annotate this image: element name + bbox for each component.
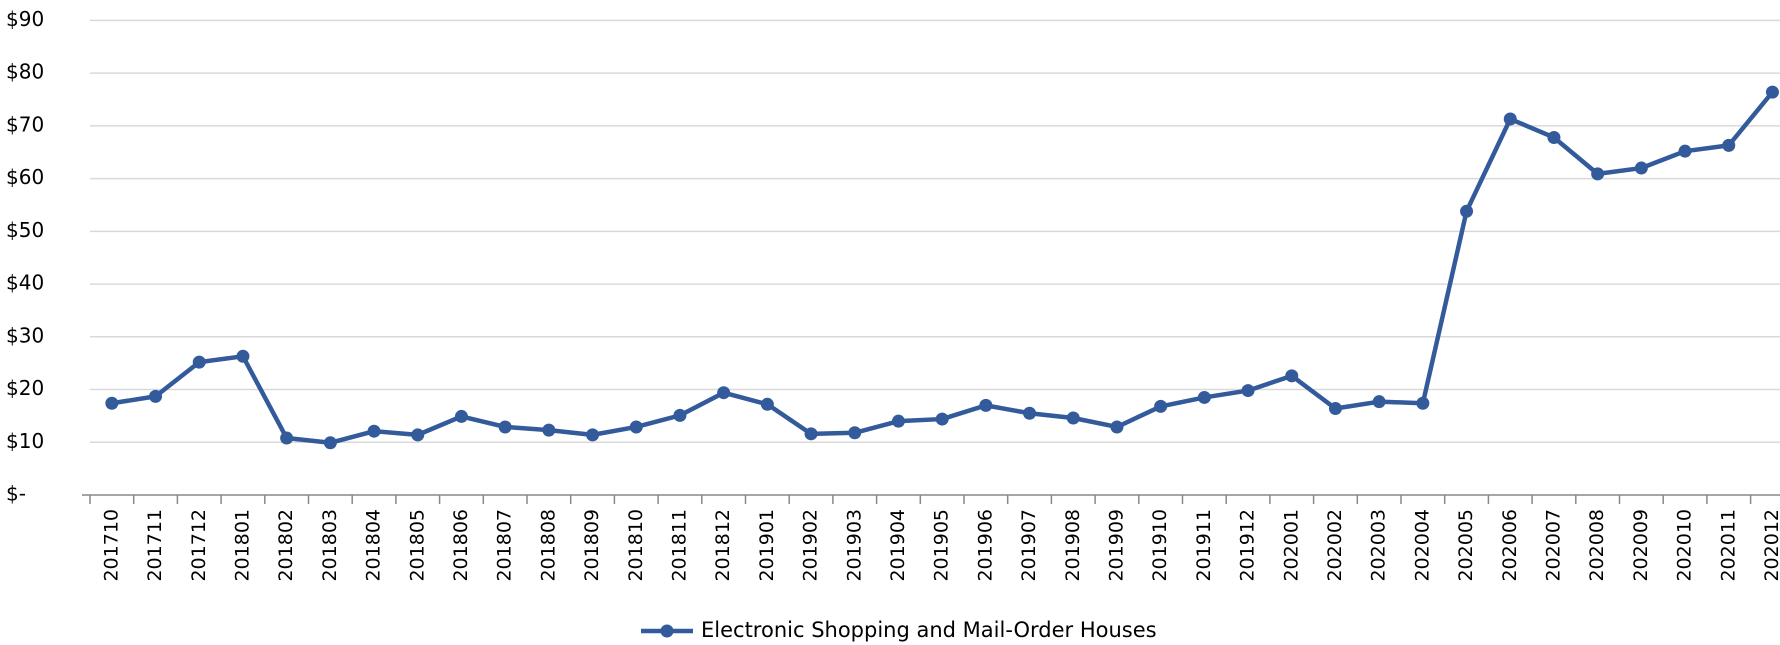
point	[1547, 130, 1561, 144]
x-tick-label: 201710	[100, 509, 122, 582]
point	[1328, 402, 1342, 416]
x-tick-label: 202005	[1455, 509, 1477, 582]
point	[760, 397, 774, 411]
point	[323, 436, 337, 450]
x-tick-label: 201812	[712, 509, 734, 582]
x-tick-label: 201802	[275, 509, 297, 582]
x-tick-label: 201910	[1149, 509, 1171, 582]
point	[1678, 144, 1692, 158]
point	[1066, 411, 1080, 425]
x-tick-label: 201808	[537, 509, 559, 582]
point	[673, 408, 687, 422]
x-tick-label: 201807	[494, 509, 516, 582]
x-tick-label: 202001	[1280, 509, 1302, 582]
point	[411, 428, 425, 442]
x-tick-label: 201711	[144, 509, 166, 582]
point	[979, 398, 993, 412]
x-tick-label: 201712	[188, 509, 210, 582]
x-tick-label: 201908	[1062, 509, 1084, 582]
x-tick-label: 201901	[756, 509, 778, 582]
point	[542, 423, 556, 437]
point	[1372, 395, 1386, 409]
x-tick-label: 202004	[1411, 509, 1433, 582]
point	[454, 409, 468, 423]
point	[1722, 138, 1736, 152]
point	[586, 428, 600, 442]
point	[629, 420, 643, 434]
x-tick-label: 202009	[1630, 509, 1652, 582]
point	[935, 412, 949, 426]
y-tick-label: $40	[6, 271, 44, 295]
y-tick-label: $80	[6, 60, 44, 84]
x-tick-label: 201907	[1018, 509, 1040, 582]
point	[149, 389, 163, 403]
x-tick-label: 201810	[625, 509, 647, 582]
point	[1197, 390, 1211, 404]
x-tick-label: 201811	[668, 509, 690, 582]
x-tick-label: 201804	[363, 509, 385, 582]
y-tick-label: $70	[6, 112, 44, 136]
point	[891, 414, 905, 428]
x-tick-label: 201902	[800, 509, 822, 582]
legend-label: Electronic Shopping and Mail-Order House…	[701, 618, 1157, 642]
y-tick-label: $50	[6, 218, 44, 242]
x-tick-label: 201806	[450, 509, 472, 582]
x-tick-label: 201809	[581, 509, 603, 582]
point	[236, 349, 250, 363]
y-tick-label: $20	[6, 376, 44, 400]
x-tick-label: 201905	[931, 509, 953, 582]
x-tick-label: 201912	[1237, 509, 1259, 582]
point	[1460, 204, 1474, 218]
x-tick-label: 201805	[406, 509, 428, 582]
legend-marker	[660, 624, 674, 638]
point	[105, 396, 119, 410]
point	[1110, 420, 1124, 434]
x-tick-label: 202006	[1499, 509, 1521, 582]
point	[1591, 167, 1605, 181]
x-tick-label: 201904	[887, 509, 909, 582]
point	[1023, 406, 1037, 420]
point	[1765, 85, 1779, 99]
x-tick-label: 202011	[1717, 509, 1739, 582]
x-tick-label: 201803	[319, 509, 341, 582]
point	[1285, 369, 1299, 383]
y-tick-label: $90	[6, 7, 44, 31]
point	[1503, 112, 1517, 126]
x-tick-label: 202002	[1324, 509, 1346, 582]
y-tick-label: $30	[6, 323, 44, 347]
point	[367, 424, 381, 438]
y-tick-label: $60	[6, 165, 44, 189]
x-tick-label: 201911	[1193, 509, 1215, 582]
point	[192, 355, 206, 369]
point	[1154, 399, 1168, 413]
x-tick-label: 202010	[1674, 509, 1696, 582]
x-tick-label: 202012	[1761, 509, 1780, 582]
point	[1634, 161, 1648, 175]
point	[848, 426, 862, 440]
point	[280, 431, 294, 445]
point	[1241, 384, 1255, 398]
x-tick-label: 201909	[1105, 509, 1127, 582]
point	[804, 427, 818, 441]
point	[498, 420, 512, 434]
x-tick-label: 201903	[843, 509, 865, 582]
point	[717, 386, 731, 400]
x-tick-label: 201801	[231, 509, 253, 582]
y-tick-label: $-	[6, 482, 26, 506]
point	[1416, 396, 1430, 410]
x-tick-label: 202007	[1542, 509, 1564, 582]
x-tick-label: 201906	[974, 509, 996, 582]
x-tick-label: 202008	[1586, 509, 1608, 582]
x-tick-label: 202003	[1368, 509, 1390, 582]
y-tick-label: $10	[6, 429, 44, 453]
